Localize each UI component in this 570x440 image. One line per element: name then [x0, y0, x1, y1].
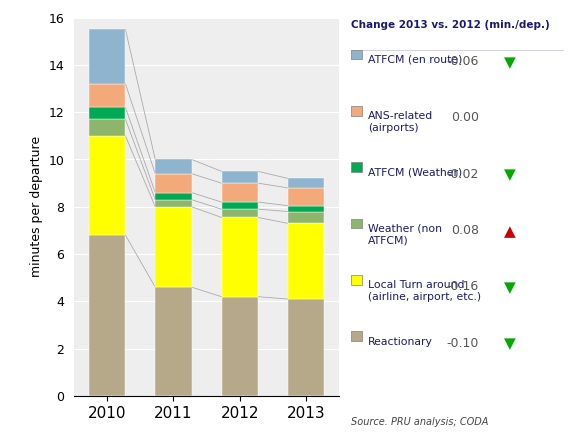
- Bar: [222, 209, 258, 217]
- Text: 0.08: 0.08: [451, 224, 479, 237]
- Bar: [288, 212, 324, 224]
- Bar: [222, 183, 258, 202]
- Text: -0.06: -0.06: [446, 55, 479, 68]
- Bar: [222, 217, 258, 297]
- Bar: [89, 119, 125, 136]
- Text: ▼: ▼: [504, 55, 516, 70]
- Text: Source. PRU analysis; CODA: Source. PRU analysis; CODA: [351, 417, 488, 427]
- Text: ▼: ▼: [504, 280, 516, 295]
- Bar: [155, 287, 192, 396]
- Text: Reactionary: Reactionary: [368, 337, 433, 347]
- Text: ▲: ▲: [504, 224, 516, 239]
- Text: -0.10: -0.10: [446, 337, 479, 350]
- Bar: [155, 200, 192, 207]
- Text: ATFCM (Weather): ATFCM (Weather): [368, 168, 462, 178]
- Text: ANS-related
(airports): ANS-related (airports): [368, 111, 433, 133]
- Bar: [155, 207, 192, 287]
- Bar: [288, 224, 324, 299]
- Bar: [288, 188, 324, 205]
- Bar: [89, 107, 125, 119]
- Bar: [288, 179, 324, 188]
- Bar: [89, 235, 125, 396]
- Bar: [288, 299, 324, 396]
- Bar: [222, 297, 258, 396]
- Text: -0.02: -0.02: [446, 168, 479, 181]
- Text: ATFCM (en route): ATFCM (en route): [368, 55, 462, 65]
- Bar: [155, 159, 192, 174]
- Bar: [89, 84, 125, 107]
- Bar: [155, 193, 192, 200]
- Text: Change 2013 vs. 2012 (min./dep.): Change 2013 vs. 2012 (min./dep.): [351, 20, 549, 30]
- Y-axis label: minutes per departure: minutes per departure: [30, 136, 43, 277]
- Bar: [89, 136, 125, 235]
- Bar: [288, 205, 324, 212]
- Bar: [222, 202, 258, 209]
- Text: ▼: ▼: [504, 168, 516, 183]
- Bar: [222, 171, 258, 183]
- Text: 0.00: 0.00: [451, 111, 479, 125]
- Bar: [89, 29, 125, 84]
- Bar: [155, 174, 192, 193]
- Text: -0.16: -0.16: [446, 280, 479, 293]
- Text: ▼: ▼: [504, 337, 516, 352]
- Text: Weather (non
ATFCM): Weather (non ATFCM): [368, 224, 442, 246]
- Text: Local Turn around
(airline, airport, etc.): Local Turn around (airline, airport, etc…: [368, 280, 481, 302]
